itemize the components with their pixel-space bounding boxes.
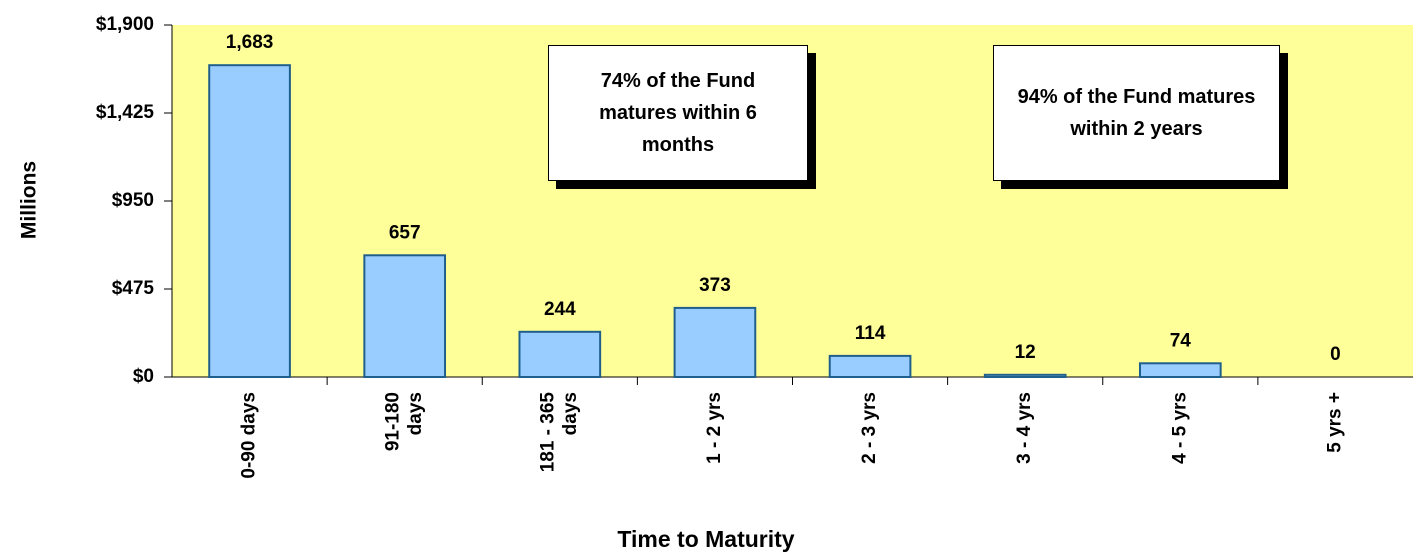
x-tick-label: 0-90 days: [239, 392, 260, 479]
bar: [828, 354, 912, 379]
y-tick-label: $1,900: [96, 14, 154, 35]
data-label: 74: [1170, 330, 1192, 351]
data-label: 0: [1330, 344, 1341, 365]
y-axis-title: Millions: [18, 161, 41, 239]
x-tick-label: 4 - 5 yrs: [1169, 392, 1190, 464]
bar: [208, 64, 291, 378]
y-tick-label: $950: [112, 190, 154, 211]
data-label: 657: [389, 222, 421, 243]
data-label: 244: [544, 299, 576, 320]
x-tick-label: 2 - 3 yrs: [859, 392, 880, 464]
annotation: 74% of the Fund matures within 6 months: [548, 45, 808, 181]
x-tick-label: 1 - 2 yrs: [704, 392, 725, 464]
bar: [518, 330, 602, 378]
x-axis-title: Time to Maturity: [617, 526, 794, 552]
x-tick-label: 91-180days: [382, 392, 426, 451]
data-label: 373: [699, 275, 731, 296]
y-tick-label: $475: [112, 278, 155, 299]
bar: [1138, 362, 1222, 379]
data-label: 114: [855, 323, 886, 344]
x-tick-label: 3 - 4 yrs: [1014, 392, 1035, 464]
bar: [363, 254, 447, 378]
data-label: 1,683: [226, 32, 274, 53]
y-tick-label: $1,425: [96, 102, 155, 123]
data-label: 12: [1015, 342, 1036, 363]
x-tick-label: 181 - 365days: [537, 392, 581, 473]
bar: [983, 373, 1067, 379]
annotation: 94% of the Fund matures within 2 years: [993, 45, 1280, 181]
bar: [673, 306, 757, 379]
x-tick-label: 5 yrs +: [1324, 392, 1345, 453]
y-tick-label: $0: [133, 366, 154, 387]
